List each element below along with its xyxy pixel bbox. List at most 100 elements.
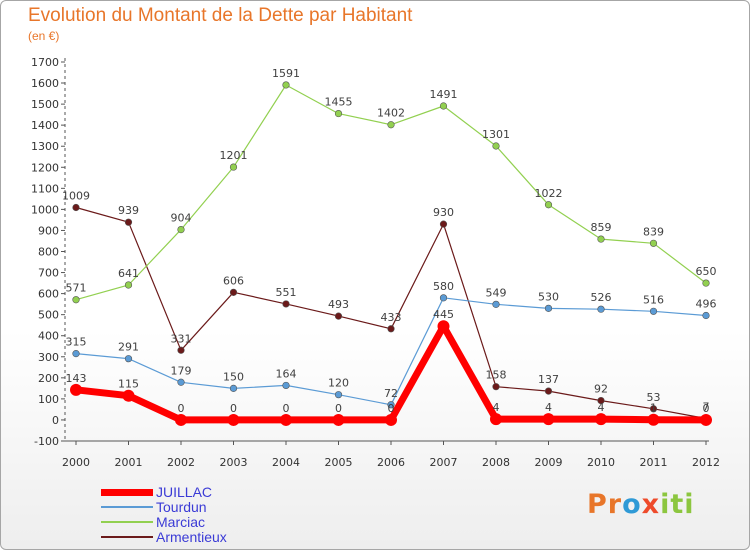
data-label-juillac: 1 — [650, 402, 657, 415]
data-point-armentieux — [72, 203, 80, 212]
data-point-tourdun — [334, 391, 343, 399]
data-point-marciac — [387, 121, 395, 129]
y-tick-label: 1300 — [31, 140, 59, 153]
x-tick-label: 2011 — [640, 456, 668, 469]
x-tick-label: 2010 — [587, 456, 615, 469]
data-label-armentieux: 939 — [118, 204, 139, 217]
data-point-marciac — [282, 81, 290, 89]
data-label-juillac: 0 — [335, 402, 342, 415]
x-tick-label: 2009 — [535, 456, 563, 469]
y-tick-label: 1200 — [31, 161, 59, 174]
data-label-marciac: 1022 — [535, 187, 563, 200]
data-label-marciac: 1591 — [272, 67, 300, 80]
data-point-juillac — [542, 413, 555, 426]
data-point-juillac — [175, 413, 187, 426]
y-tick-label: 400 — [38, 330, 59, 343]
data-label-armentieux: 551 — [276, 286, 297, 299]
data-point-armentieux — [229, 288, 238, 296]
data-label-marciac: 650 — [696, 265, 717, 278]
data-label-armentieux: 1009 — [62, 189, 90, 202]
data-point-marciac — [177, 226, 185, 234]
x-tick-label: 2012 — [692, 456, 720, 469]
data-label-tourdun: 580 — [433, 280, 454, 293]
y-tick-label: 200 — [38, 372, 59, 385]
data-point-juillac — [700, 413, 712, 426]
y-tick-label: 300 — [38, 351, 59, 364]
brand-logo: Proxiti — [587, 489, 695, 520]
data-label-marciac: 1402 — [377, 107, 405, 120]
y-tick-label: 1700 — [31, 56, 59, 69]
x-tick-label: 2001 — [115, 456, 143, 469]
x-tick-label: 2004 — [272, 456, 300, 469]
y-tick-label: 500 — [38, 309, 59, 322]
data-label-tourdun: 120 — [328, 377, 349, 390]
y-tick-label: 1400 — [31, 119, 59, 132]
data-label-armentieux: 606 — [223, 274, 244, 287]
legend-label: Armentieux — [156, 529, 227, 545]
data-point-tourdun — [72, 350, 80, 358]
x-tick-label: 2007 — [430, 456, 458, 469]
data-label-tourdun: 526 — [591, 291, 612, 304]
data-label-juillac: 4 — [545, 401, 552, 414]
data-point-tourdun — [439, 294, 448, 302]
data-label-marciac: 839 — [643, 225, 664, 238]
legend-label: Tourdun — [156, 499, 207, 515]
data-point-tourdun — [597, 305, 605, 313]
data-label-juillac: 0 — [230, 402, 237, 415]
data-label-armentieux: 137 — [538, 373, 559, 386]
data-label-juillac: 0 — [283, 402, 290, 415]
y-tick-label: 0 — [52, 414, 59, 427]
data-point-marciac — [439, 102, 448, 110]
data-label-armentieux: 493 — [328, 298, 349, 311]
data-label-armentieux: 158 — [486, 369, 507, 382]
data-point-marciac — [334, 109, 343, 118]
data-label-juillac: 115 — [118, 378, 139, 391]
data-label-tourdun: 315 — [66, 336, 87, 349]
data-point-armentieux — [334, 312, 343, 320]
data-label-armentieux: 53 — [647, 391, 661, 404]
data-point-tourdun — [177, 378, 185, 386]
data-label-marciac: 1455 — [325, 96, 353, 109]
data-label-tourdun: 164 — [276, 367, 297, 380]
data-label-armentieux: 433 — [381, 311, 402, 324]
data-point-juillac — [595, 413, 607, 426]
data-point-juillac — [490, 413, 502, 426]
data-point-marciac — [229, 163, 238, 171]
data-point-tourdun — [492, 300, 500, 308]
data-label-juillac: 4 — [493, 401, 500, 414]
y-tick-label: 700 — [38, 267, 59, 280]
data-label-tourdun: 72 — [384, 387, 398, 400]
data-point-armentieux — [439, 220, 448, 228]
chart-title: Evolution du Montant de la Dette par Hab… — [28, 5, 413, 26]
legend-swatch — [101, 521, 153, 523]
x-tick-label: 2000 — [62, 456, 90, 469]
data-point-marciac — [124, 281, 133, 289]
y-tick-label: 1100 — [31, 182, 59, 195]
y-tick-label: 100 — [38, 393, 59, 406]
data-point-marciac — [492, 142, 500, 150]
data-point-tourdun — [702, 311, 710, 320]
x-tick-label: 2002 — [167, 456, 195, 469]
legend-label: JUILLAC — [156, 484, 213, 500]
data-point-tourdun — [229, 384, 238, 392]
data-point-marciac — [702, 279, 710, 287]
data-point-juillac — [332, 413, 345, 426]
data-label-tourdun: 516 — [643, 293, 664, 306]
data-label-tourdun: 150 — [223, 370, 244, 383]
data-point-armentieux — [649, 405, 658, 413]
legend-swatch — [101, 488, 153, 496]
data-point-marciac — [597, 235, 605, 243]
data-point-tourdun — [124, 355, 133, 363]
y-tick-label: 1000 — [31, 203, 59, 216]
data-point-armentieux — [177, 346, 185, 354]
data-point-juillac — [437, 320, 450, 333]
y-tick-label: 800 — [38, 246, 59, 259]
data-label-tourdun: 179 — [171, 364, 192, 377]
data-label-marciac: 641 — [118, 267, 139, 280]
data-point-juillac — [280, 413, 292, 426]
data-label-tourdun: 530 — [538, 290, 559, 303]
data-point-juillac — [122, 389, 135, 402]
data-label-tourdun: 291 — [118, 341, 139, 354]
